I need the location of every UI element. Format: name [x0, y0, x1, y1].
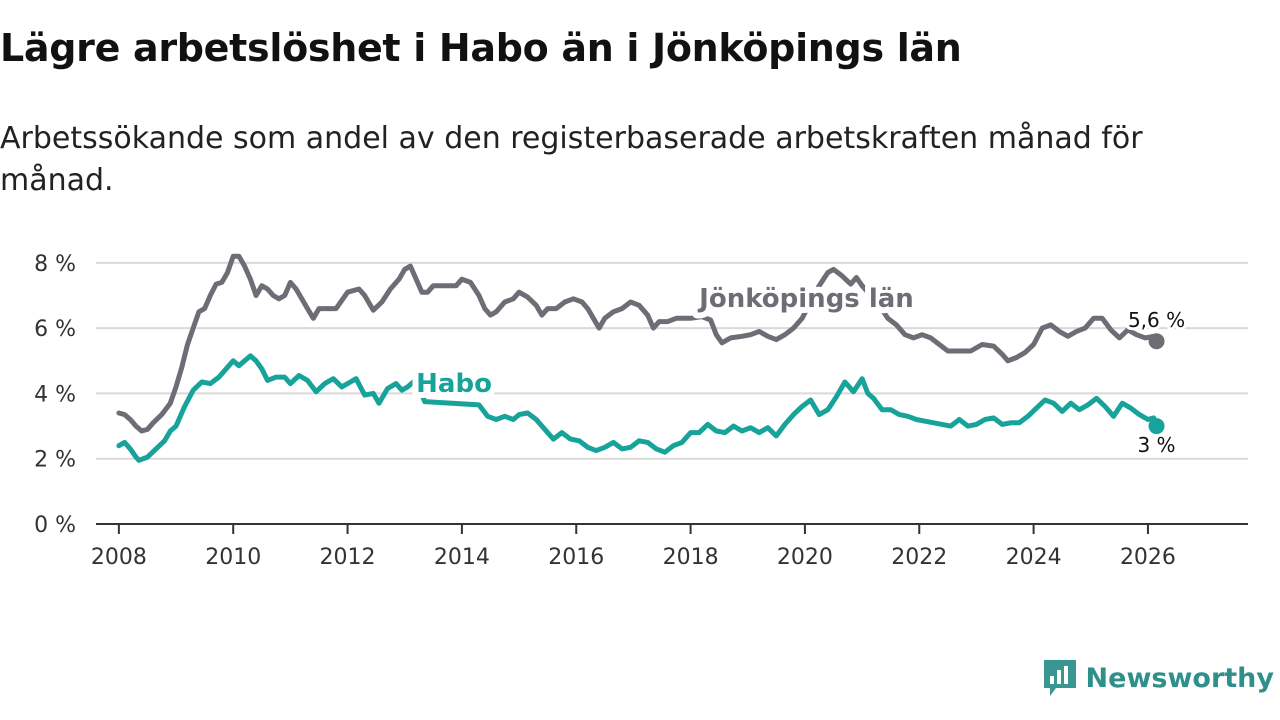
y-tick-label: 0 % [34, 513, 76, 538]
chart-title: Lägre arbetslöshet i Habo än i Jönköping… [0, 26, 962, 70]
x-tick-label: 2018 [663, 545, 719, 570]
y-tick-label: 4 % [34, 382, 76, 407]
series-label-halo-habo: Habo [416, 369, 492, 399]
axes: 0 % 2 % 4 % 6 % 8 % 2008 2010 2012 2014 2016 2018 2… [34, 252, 1248, 570]
gridlines [96, 261, 1248, 460]
series-line-habo [116, 353, 1159, 463]
line-chart: 0 % 2 % 4 % 6 % 8 % 2008 2010 2012 2014 2016 2018 2… [34, 252, 1248, 570]
x-tick-label: 2026 [1120, 545, 1176, 570]
x-tick-label: 2012 [320, 545, 376, 570]
x-tick-label: 2008 [91, 545, 147, 570]
newsworthy-chart-icon [1043, 660, 1076, 696]
end-label-halo-jonkopings-lan: 5,6 % [1128, 308, 1185, 332]
end-point-jonkopings-lan [1148, 333, 1165, 350]
x-tick-label: 2022 [891, 545, 947, 570]
chart-subtitle: Arbetssökande som andel av den registerb… [0, 121, 1143, 198]
x-tick-label: 2020 [777, 545, 833, 570]
series-label-halo-jonkopings-lan: Jönköpings län [697, 284, 914, 314]
series-lines [116, 253, 1159, 463]
end-label-halo-habo: 3 % [1137, 433, 1175, 457]
end-label-jonkopings-lan: 5,6 % [1128, 308, 1185, 332]
end-point-habo [1148, 418, 1165, 435]
x-tick-label: 2024 [1006, 545, 1062, 570]
y-tick-label: 2 % [34, 448, 76, 473]
end-label-habo: 3 % [1137, 433, 1175, 457]
x-tick-label: 2016 [548, 545, 604, 570]
newsworthy-logo: Newsworthy [1042, 658, 1274, 698]
y-tick-label: 8 % [34, 252, 76, 277]
series-line-jonkopings-lan [116, 253, 1159, 434]
series-label-jonkopings-lan: Jönköpings län [697, 284, 914, 314]
brand-name: Newsworthy [1085, 662, 1274, 694]
x-tick-label: 2014 [434, 545, 490, 570]
series-label-habo: Habo [416, 369, 492, 399]
y-tick-label: 6 % [34, 317, 76, 342]
x-tick-label: 2010 [205, 545, 261, 570]
